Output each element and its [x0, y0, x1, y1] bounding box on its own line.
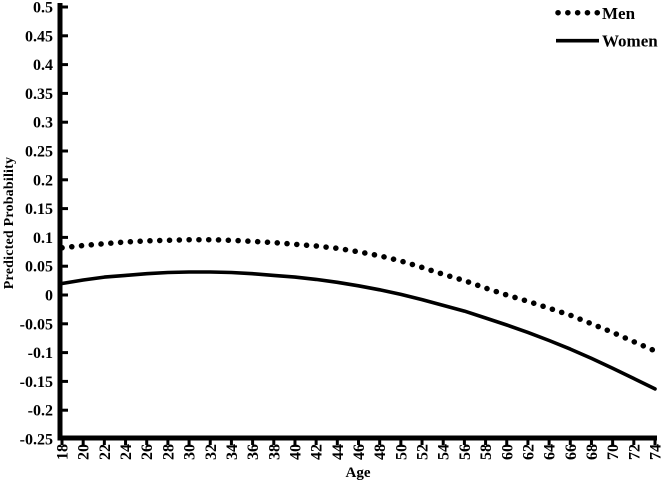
legend-women-label: Women	[602, 32, 658, 51]
x-axis-tick-label: 34	[224, 444, 241, 460]
y-axis-title: Predicted Probability	[2, 157, 17, 289]
y-axis-tick-label: 0.1	[33, 230, 53, 247]
x-axis-tick-label: 64	[542, 444, 559, 460]
y-axis-tick-label: 0.25	[25, 144, 53, 161]
y-axis-tick-label: 0.05	[25, 259, 53, 276]
y-axis-tick-label: -0.1	[28, 345, 53, 362]
x-axis-tick-label: 70	[605, 444, 622, 460]
x-axis-tick-label: 20	[76, 444, 93, 460]
y-axis-tick-label: -0.2	[28, 403, 53, 420]
x-axis-tick-label: 18	[55, 444, 72, 460]
x-axis-tick-label: 54	[436, 444, 453, 460]
x-axis-tick-label: 24	[118, 444, 135, 460]
y-axis-tick-label: 0.4	[33, 57, 53, 74]
x-axis-title: Age	[346, 465, 371, 481]
x-axis-tick-label: 42	[309, 444, 326, 460]
x-axis-tick-label: 66	[563, 444, 580, 460]
x-axis-tick-label: 36	[245, 444, 262, 460]
x-axis-tick-label: 74	[648, 444, 661, 460]
y-axis-tick-label: 0.45	[25, 28, 53, 45]
x-axis-tick-label: 22	[97, 444, 114, 460]
y-axis-tick-label: 0.3	[33, 115, 53, 132]
x-axis-tick-label: 58	[478, 444, 495, 460]
x-axis-tick-label: 38	[266, 444, 283, 460]
x-axis-tick-label: 48	[372, 444, 389, 460]
legend: Men Women	[555, 4, 658, 51]
x-axis-tick-label: 26	[139, 444, 156, 460]
y-axis-tick-label: 0	[45, 288, 53, 305]
y-axis-tick-label: 0.2	[33, 172, 53, 189]
x-axis-tick-label: 56	[457, 444, 474, 460]
x-axis-tick-label: 72	[626, 444, 643, 460]
men-curve	[59, 236, 658, 354]
x-axis-tick-label: 28	[160, 444, 177, 460]
y-axis-tick-label: -0.15	[20, 374, 53, 391]
x-axis-tick-label: 52	[415, 444, 432, 460]
legend-men-label: Men	[602, 4, 636, 23]
x-axis-tick-label: 60	[499, 444, 516, 460]
x-axis-tick-label: 30	[182, 444, 199, 460]
x-axis-tick-label: 40	[287, 444, 304, 460]
x-axis-tick-label: 50	[393, 444, 410, 460]
x-axis-tick-label: 44	[330, 444, 347, 460]
x-axis-tick-label: 46	[351, 444, 368, 460]
y-axis-tick-label: 0.5	[33, 0, 53, 17]
y-axis-tick-label: 0.15	[25, 201, 53, 218]
y-axis-tick-label: -0.25	[20, 432, 53, 449]
x-axis-tick-label: 62	[520, 444, 537, 460]
y-axis-tick-label: 0.35	[25, 86, 53, 103]
x-axis-tick-label: 68	[584, 444, 601, 460]
x-axis-tick-label: 32	[203, 444, 220, 460]
women-curve	[60, 270, 657, 391]
y-axis-tick-label: -0.05	[20, 316, 53, 333]
